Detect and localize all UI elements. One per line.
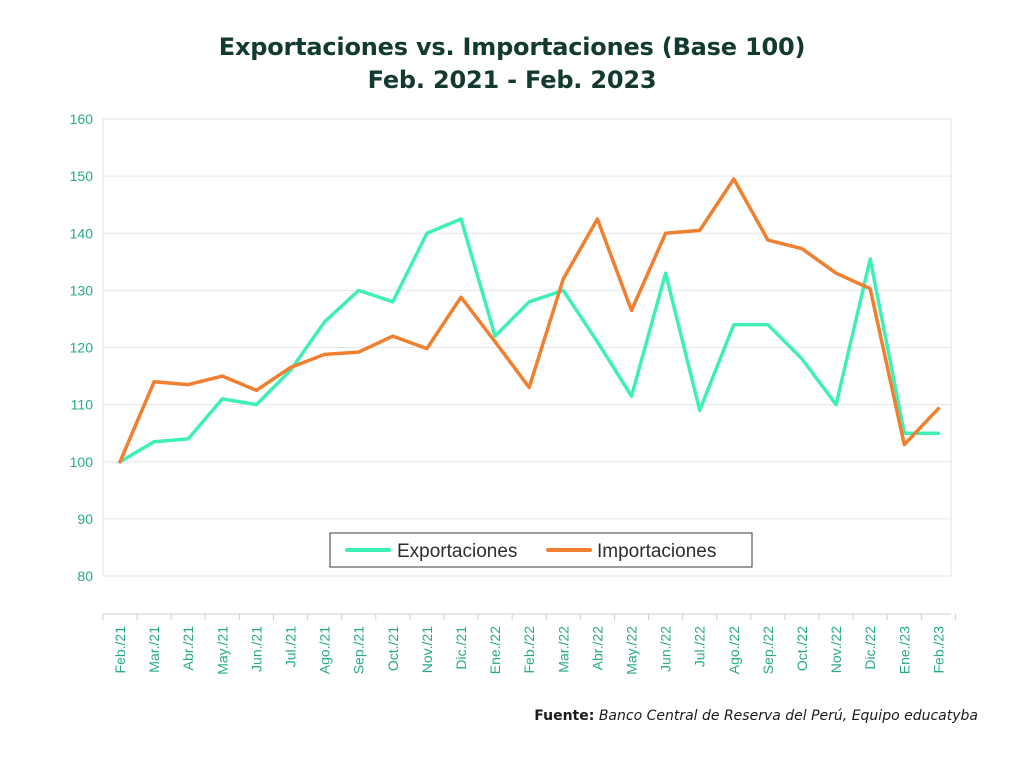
x-tick-label: Abr./22 (589, 626, 605, 671)
x-tick-label: Ene./22 (487, 626, 503, 674)
x-tick-label: Abr./21 (180, 626, 196, 671)
y-tick-label: 160 (70, 111, 94, 127)
x-tick-label: Ene./23 (896, 626, 912, 674)
y-tick-label: 80 (77, 568, 93, 584)
y-tick-label: 100 (70, 454, 94, 470)
source-label: Fuente: (534, 708, 595, 724)
y-tick-label: 130 (70, 282, 94, 298)
chart-source: Fuente: Banco Central de Reserva del Per… (534, 708, 978, 724)
x-tick-label: May./22 (624, 626, 640, 675)
y-tick-label: 90 (77, 511, 93, 527)
series-line-exportaciones (118, 217, 941, 464)
y-tick-label: 110 (71, 397, 94, 413)
x-tick-label: Nov./22 (828, 626, 844, 673)
legend-label: Exportaciones (397, 541, 517, 562)
x-tick-label: May./21 (214, 626, 230, 675)
legend: Exportaciones Importaciones (329, 532, 753, 568)
x-tick-label: Oct./22 (794, 626, 810, 671)
x-tick-label: Sep./22 (760, 626, 776, 674)
x-tick-label: Feb./21 (112, 626, 128, 674)
x-tick-label: Nov./21 (419, 626, 435, 673)
y-tick-label: 140 (70, 225, 94, 241)
x-tick-label: Ago./22 (726, 626, 742, 674)
y-tick-label: 120 (70, 340, 94, 356)
x-tick-label: Dic./22 (862, 626, 878, 670)
chart-title: Exportaciones vs. Importaciones (Base 10… (218, 33, 806, 61)
x-tick-label: Jun./21 (248, 626, 264, 672)
x-tick-label: Oct./21 (385, 626, 401, 671)
x-tick-label: Ago./21 (317, 626, 333, 674)
source-text: Banco Central de Reserva del Perú, Equip… (598, 708, 978, 724)
x-tick-label: Jul./21 (283, 626, 299, 667)
x-tick-label: Dic./21 (453, 626, 469, 670)
x-tick-label: Mar./21 (146, 626, 162, 673)
legend-label: Importaciones (597, 541, 716, 562)
x-tick-label: Jun./22 (658, 626, 674, 672)
x-tick-label: Jul./22 (692, 626, 708, 667)
x-tick-label: Feb./23 (930, 626, 946, 674)
chart-subtitle: Feb. 2021 - Feb. 2023 (367, 66, 657, 94)
legend-box (329, 532, 753, 568)
x-tick-label: Sep./21 (351, 626, 367, 674)
x-tick-label: Mar./22 (555, 626, 571, 673)
y-tick-label: 150 (70, 168, 94, 184)
x-tick-label: Feb./22 (521, 626, 537, 674)
series-line-importaciones (118, 177, 941, 464)
